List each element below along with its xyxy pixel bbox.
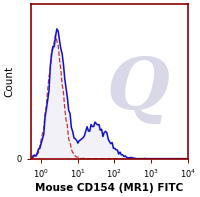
Text: Q: Q [106, 54, 169, 125]
Y-axis label: Count: Count [4, 66, 14, 97]
X-axis label: Mouse CD154 (MR1) FITC: Mouse CD154 (MR1) FITC [35, 183, 184, 193]
